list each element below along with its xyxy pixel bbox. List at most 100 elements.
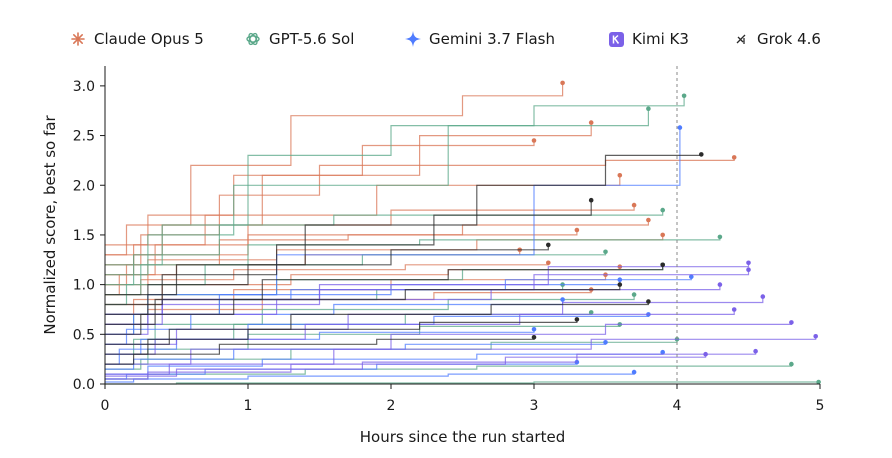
run-line-0-11: [105, 266, 621, 306]
run-endpoint-2-2: [560, 297, 565, 302]
run-line-4-2: [105, 244, 549, 315]
legend-item-grok: Grok 4.6: [733, 30, 821, 48]
y-tick-label: 1.5: [73, 228, 95, 244]
y-tick-label: 3.0: [73, 79, 95, 95]
run-line-4-1: [105, 200, 592, 306]
run-line-4-4: [105, 284, 621, 335]
run-line-1-3: [105, 236, 721, 296]
legend-label: Claude Opus 5: [94, 30, 204, 48]
run-endpoint-0-7: [574, 227, 580, 233]
openai-knot-icon: [245, 31, 261, 47]
run-endpoint-0-8: [660, 232, 665, 238]
run-line-3-4: [105, 322, 792, 365]
run-endpoint-4-5: [646, 299, 651, 304]
run-line-4-7: [105, 337, 535, 365]
axes-layer: 0 1 2 3 4 5 0.0 0.5 1.0 1.5 2.0 2.5 3.0: [73, 66, 825, 414]
run-endpoint-2-5: [603, 340, 608, 345]
run-endpoint-3-1: [717, 282, 723, 287]
run-line-0-9: [105, 249, 521, 296]
legend-item-gemini: Gemini 3.7 Flash: [405, 30, 555, 48]
run-line-0-4: [105, 175, 621, 266]
y-tick-label: 1.0: [73, 278, 95, 294]
run-endpoint-4-7: [531, 335, 537, 340]
y-tick-label: 2.0: [73, 178, 95, 194]
run-line-3-3: [105, 309, 735, 355]
run-endpoint-0-6: [646, 217, 651, 223]
legend-item-claude: Claude Opus 5: [70, 30, 204, 48]
run-endpoint-4-6: [574, 317, 580, 322]
run-endpoint-2-9: [689, 274, 694, 280]
legend-label: Gemini 3.7 Flash: [429, 30, 556, 48]
run-endpoint-0-10: [546, 260, 551, 266]
run-endpoint-1-1: [646, 106, 651, 111]
x-tick-label: 5: [816, 398, 825, 414]
run-line-3-0: [105, 269, 750, 325]
x-tick-label: 3: [530, 398, 539, 414]
run-endpoint-4-2: [546, 242, 551, 248]
x-tick-label: 0: [101, 398, 110, 414]
run-line-4-6: [105, 319, 578, 355]
run-line-3-8: [105, 262, 750, 315]
legend-item-kimi: Kimi K3: [608, 30, 689, 48]
run-endpoint-2-0: [677, 125, 683, 130]
sparkle-icon: [405, 31, 421, 47]
run-line-1-0: [105, 95, 685, 266]
run-endpoint-4-1: [588, 197, 594, 203]
run-endpoint-1-11: [816, 379, 821, 385]
run-endpoint-4-4: [617, 282, 623, 287]
run-endpoint-3-4: [789, 320, 794, 325]
run-endpoint-2-4: [531, 327, 537, 332]
run-line-3-7: [105, 351, 757, 377]
legend-label: Kimi K3: [632, 30, 689, 48]
legend-label: GPT-5.6 Sol: [269, 30, 355, 48]
run-endpoint-0-2: [731, 155, 737, 160]
run-line-0-7: [105, 230, 578, 286]
run-endpoint-1-2: [660, 207, 665, 213]
legend-item-gpt: GPT-5.6 Sol: [245, 30, 354, 48]
run-endpoint-1-3: [717, 234, 723, 240]
run-line-0-0: [105, 82, 564, 256]
run-endpoint-3-5: [813, 334, 818, 339]
y-tick-label: 0.0: [73, 377, 95, 393]
x-axis-label: Hours since the run started: [360, 428, 565, 446]
run-line-2-9: [105, 276, 692, 315]
run-endpoint-2-8: [631, 369, 637, 375]
kimi-logo-icon: [608, 31, 624, 47]
run-line-2-0: [105, 127, 681, 325]
chart-legend: Claude Opus 5 GPT-5.6 Sol Gemini 3.7 Fla…: [0, 30, 892, 54]
run-endpoint-1-7: [631, 292, 637, 297]
run-endpoint-0-4: [617, 173, 623, 178]
run-endpoint-2-6: [660, 349, 665, 355]
run-endpoint-3-0: [746, 267, 751, 273]
run-endpoint-1-8: [588, 310, 594, 315]
run-endpoint-4-3: [660, 262, 665, 268]
run-endpoint-0-1: [531, 138, 537, 143]
y-axis-label: Normalized score, best so far: [41, 115, 59, 335]
y-tick-label: 0.5: [73, 327, 95, 343]
run-line-2-5: [105, 342, 607, 370]
run-line-1-2: [105, 210, 664, 286]
run-endpoint-0-3: [588, 120, 594, 125]
run-line-2-8: [105, 372, 635, 383]
x-tick-label: 1: [244, 398, 253, 414]
run-line-3-5: [105, 336, 817, 375]
run-endpoint-1-4: [603, 249, 608, 255]
run-line-4-3: [105, 264, 664, 325]
run-endpoint-3-7: [753, 348, 758, 354]
run-endpoint-3-8: [746, 260, 751, 266]
run-line-1-1: [105, 108, 649, 276]
y-tick-label: 2.5: [73, 129, 95, 145]
x-tick-label: 2: [387, 398, 396, 414]
run-endpoint-1-0: [681, 93, 687, 99]
legend-label: Grok 4.6: [757, 30, 821, 48]
runs-layer: [105, 80, 821, 385]
run-line-1-7: [105, 294, 635, 345]
run-endpoint-1-12: [789, 361, 794, 367]
run-line-0-8: [105, 234, 664, 286]
run-endpoint-3-3: [731, 307, 737, 312]
asterisk-icon: [70, 31, 86, 47]
run-line-2-6: [105, 352, 664, 375]
run-endpoint-3-2: [760, 294, 766, 299]
grok-logo-icon: [733, 31, 749, 47]
